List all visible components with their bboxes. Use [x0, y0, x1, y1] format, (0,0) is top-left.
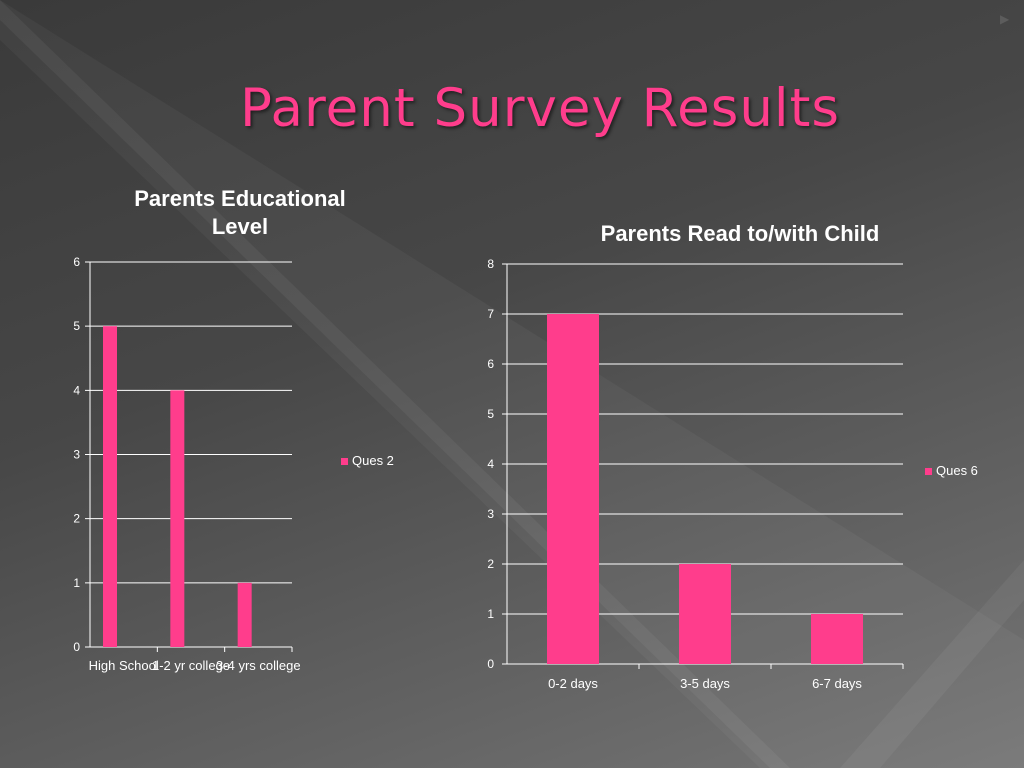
chart-1-title: Parents Educational Level — [134, 186, 346, 239]
chart-1-category-label: High School — [89, 658, 159, 673]
chart-1-bar — [170, 390, 185, 647]
chart-2-ytick-label: 4 — [487, 457, 494, 471]
chart-2-bar — [679, 564, 731, 664]
chart-2-ytick-label: 2 — [487, 557, 494, 571]
chart-2-ytick-label: 1 — [487, 607, 494, 621]
chart-2-bar — [811, 614, 863, 664]
chart-1-bar — [237, 582, 252, 647]
chart-1-ytick-label: 0 — [73, 640, 80, 654]
chart-1-legend-label: Ques 2 — [352, 453, 394, 468]
chart-1-ytick-label: 4 — [73, 383, 80, 397]
chart-2-title: Parents Read to/with Child — [600, 221, 880, 246]
chart-2-ytick-label: 7 — [487, 307, 494, 321]
chart-2-ytick-label: 8 — [487, 257, 494, 271]
chart-2-category-label: 3-5 days — [680, 676, 730, 691]
triangle-right-icon: ▶ — [1000, 12, 1010, 26]
chart-1-ytick-label: 5 — [73, 319, 80, 333]
chart-2-ytick-label: 0 — [487, 657, 494, 671]
chart-1-legend-swatch — [341, 458, 348, 465]
chart-1-ytick-label: 6 — [73, 255, 80, 269]
chart-1-bar — [103, 326, 117, 647]
chart-2-legend-swatch — [925, 468, 932, 475]
chart-2-category-label: 0-2 days — [548, 676, 598, 691]
chart-2-category-label: 6-7 days — [812, 676, 862, 691]
chart-1-category-label: 3-4 yrs college — [216, 658, 301, 673]
chart-1-ytick-label: 1 — [73, 576, 80, 590]
chart-2-ytick-label: 3 — [487, 507, 494, 521]
chart-2-legend-label: Ques 6 — [936, 463, 978, 478]
chart-2-bar — [547, 314, 599, 664]
chart-1-ytick-label: 2 — [73, 512, 80, 526]
chart-2-ytick-label: 5 — [487, 407, 494, 421]
chart-1-ytick-label: 3 — [73, 448, 80, 462]
chart-2-ytick-label: 6 — [487, 357, 494, 371]
chart-1-category-label: 1-2 yr college — [152, 658, 230, 673]
slide-title: Parent Survey Results — [239, 78, 841, 139]
